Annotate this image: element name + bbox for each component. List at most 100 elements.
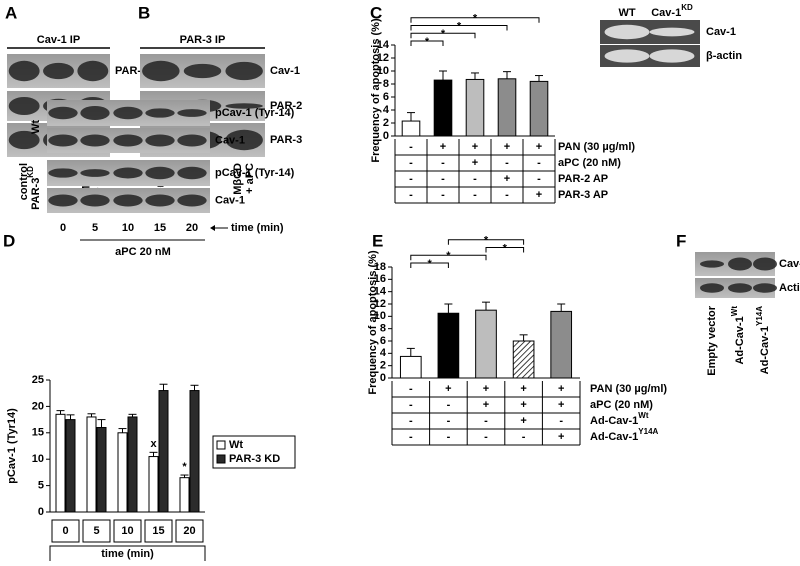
category-box [51,519,80,543]
category-box [82,519,111,543]
y-tick-label: 25 [32,374,44,386]
condition-mark: - [409,415,413,427]
blot-band [43,62,74,80]
band-label: Cav-1 [215,134,245,146]
significance-label: * [473,13,478,25]
significance-label: * [484,235,489,247]
column-label-sup: KD [681,3,693,12]
bar [189,390,200,513]
time-axis-label: time (min) [231,222,284,234]
blot-band [183,63,222,79]
blot-band [604,49,650,63]
blot-band [8,130,40,150]
condition-mark: - [447,431,451,443]
y-tick-label: 2 [383,117,389,129]
group-label: Wt [30,120,42,134]
condition-label-text: Ad-Cav-1 [590,431,638,443]
x-tick-label: 20 [183,525,195,537]
band-label: β-actin [706,50,742,62]
blot-band [753,283,777,293]
band-label: PAR-3 [270,134,302,146]
bar [433,79,453,137]
y-tick-label: 10 [377,65,389,77]
blot-band [649,27,695,37]
lane-label: Empty vector [706,305,718,375]
legend-box [212,435,296,469]
lane-label-text: Ad-Cav-1 [734,316,746,364]
blot-band [145,134,175,147]
ip-header: Cav-1 IP [37,34,80,46]
condition-mark: - [447,415,451,427]
panel-letter: A [5,3,17,22]
lane-label: control [18,163,30,200]
y-tick-label: 6 [380,335,386,347]
significance-label: * [503,242,508,254]
condition-mark: - [537,157,541,169]
blot-band [80,134,110,147]
blot-band [225,61,263,81]
legend-swatch [216,440,226,450]
bar [127,416,138,513]
blot-band [8,60,40,82]
bar [550,310,573,379]
y-tick-label: 8 [383,78,389,90]
y-axis-label: Frequency of apoptosis (%) [370,18,382,163]
y-tick-label: 0 [380,372,386,384]
x-tick-label: 0 [62,525,68,537]
band-label: PAR-3 [115,65,147,77]
blot-band [48,134,78,147]
significance-bracket [410,254,487,261]
lane-label-group: MβCD+ aPC [232,163,256,195]
blot-band [48,194,78,207]
blot-band [113,134,143,147]
condition-mark: - [409,431,413,443]
lane-label: Ad-Cav-1Y14A [755,306,771,375]
blot-band [145,108,175,118]
group-label-text: PAR-3 [30,178,42,210]
condition-mark: - [441,189,445,201]
condition-mark: - [537,173,541,185]
significance-bracket [410,40,444,46]
y-tick-label: 16 [374,273,386,285]
significance-label: * [446,250,451,262]
condition-mark: + [440,141,446,153]
bar [86,416,97,513]
band-label: Cav-1 [270,65,300,77]
y-tick-label: 20 [32,400,44,412]
category-box [144,519,173,543]
blot-band [48,106,78,120]
lane-label-group: control [18,163,30,200]
column-label: WT [618,7,635,19]
legend-label: Wt [229,439,243,451]
condition-mark: + [483,383,489,395]
annotation: x [150,438,157,450]
significance-label: * [441,28,446,40]
y-tick-label: 5 [38,480,44,492]
y-tick-label: 14 [374,286,387,298]
blot-band [728,283,752,293]
condition-mark: - [409,383,413,395]
band-label: pCav-1 (Tyr-14) [215,167,295,179]
condition-mark: - [441,173,445,185]
band-label: Actin [779,282,800,294]
significance-bracket [410,25,508,31]
condition-mark: + [536,141,542,153]
condition-mark: + [504,173,510,185]
condition-label: Ad-Cav-1Y14A [590,427,659,443]
x-tick-label: 15 [152,525,164,537]
blot-band [77,60,109,82]
column-label-text: Cav-1 [651,7,681,19]
bar [497,78,517,137]
blot-band [80,194,110,207]
band-label: Cav-1 [706,26,736,38]
condition-mark: - [505,157,509,169]
condition-label-text: Ad-Cav-1 [590,415,638,427]
blot-band [145,194,175,207]
blot-band [113,106,143,120]
bar [529,80,549,137]
blot-band [8,97,40,115]
condition-mark: + [520,399,526,411]
category-box [175,519,204,543]
blot-band [177,109,207,117]
